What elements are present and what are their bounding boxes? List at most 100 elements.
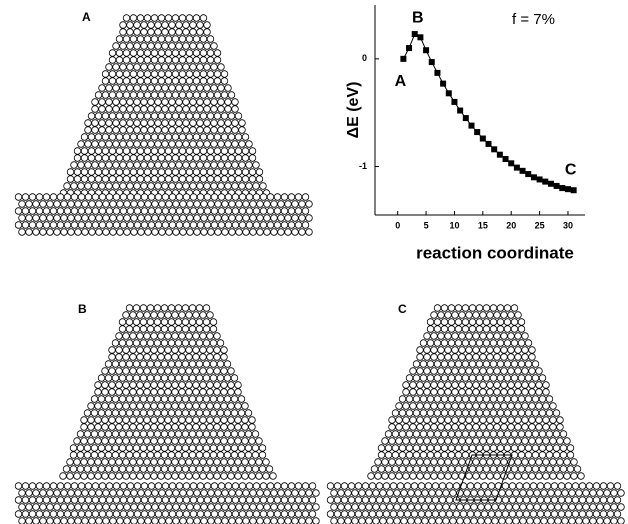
atom bbox=[449, 517, 457, 524]
atom bbox=[465, 346, 473, 354]
atom bbox=[73, 472, 81, 480]
atom bbox=[161, 207, 170, 215]
atom bbox=[244, 430, 253, 438]
atom bbox=[447, 318, 456, 326]
atom bbox=[437, 416, 445, 424]
atom bbox=[195, 465, 204, 473]
atom bbox=[270, 517, 278, 524]
atom bbox=[500, 311, 508, 319]
atom bbox=[402, 416, 410, 424]
atom bbox=[461, 360, 470, 368]
atom bbox=[196, 496, 205, 504]
atom bbox=[115, 154, 124, 162]
atom bbox=[200, 517, 208, 524]
marker bbox=[542, 178, 549, 185]
atom bbox=[97, 451, 106, 459]
atom bbox=[500, 381, 508, 389]
atom bbox=[433, 360, 442, 368]
marker bbox=[570, 187, 577, 194]
atom bbox=[143, 472, 151, 480]
atom bbox=[143, 35, 152, 43]
atom bbox=[98, 182, 106, 190]
atom bbox=[192, 388, 200, 396]
atom bbox=[213, 402, 221, 410]
atom bbox=[182, 63, 190, 71]
atom bbox=[592, 510, 601, 518]
atom bbox=[489, 360, 498, 368]
atom bbox=[347, 482, 356, 490]
atom bbox=[524, 339, 533, 347]
atom bbox=[451, 353, 459, 361]
atom bbox=[199, 332, 207, 340]
atom bbox=[122, 346, 130, 354]
atom bbox=[143, 381, 151, 389]
atom bbox=[486, 353, 494, 361]
atom bbox=[167, 430, 176, 438]
atom bbox=[154, 42, 162, 50]
atom bbox=[234, 168, 243, 176]
atom bbox=[32, 489, 40, 497]
atom bbox=[227, 423, 235, 431]
atom bbox=[88, 503, 96, 511]
x-tick-label: 15 bbox=[478, 220, 488, 230]
atom bbox=[164, 423, 172, 431]
atom bbox=[178, 91, 187, 99]
atom bbox=[409, 437, 417, 445]
atom bbox=[115, 416, 123, 424]
atom bbox=[255, 168, 264, 176]
atom bbox=[143, 147, 152, 155]
atom bbox=[42, 207, 51, 215]
atom bbox=[454, 304, 463, 312]
atom bbox=[388, 416, 396, 424]
atom bbox=[433, 409, 442, 417]
atom bbox=[90, 395, 99, 403]
atom bbox=[498, 517, 506, 524]
atom bbox=[531, 374, 540, 382]
atom bbox=[578, 482, 587, 490]
atom bbox=[189, 84, 197, 92]
atom bbox=[123, 489, 131, 497]
atom bbox=[430, 437, 438, 445]
atom bbox=[108, 353, 116, 361]
atom bbox=[150, 381, 158, 389]
atom bbox=[451, 416, 459, 424]
atom bbox=[129, 147, 138, 155]
atom bbox=[491, 517, 499, 524]
atom bbox=[116, 517, 124, 524]
atom bbox=[88, 228, 96, 236]
atom bbox=[482, 395, 491, 403]
atom bbox=[507, 346, 515, 354]
atom bbox=[115, 70, 124, 78]
atom bbox=[140, 482, 149, 490]
atom bbox=[188, 395, 197, 403]
atom bbox=[514, 346, 522, 354]
atom bbox=[178, 423, 186, 431]
atom bbox=[326, 482, 335, 490]
atom bbox=[237, 430, 246, 438]
atom bbox=[430, 402, 438, 410]
atom bbox=[454, 339, 463, 347]
marker bbox=[423, 47, 430, 54]
atom bbox=[451, 437, 459, 445]
atom bbox=[171, 472, 179, 480]
atom bbox=[486, 388, 494, 396]
atom bbox=[255, 175, 264, 183]
atom bbox=[419, 465, 428, 473]
atom bbox=[174, 444, 183, 452]
atom bbox=[46, 489, 54, 497]
atom bbox=[396, 510, 405, 518]
atom bbox=[160, 325, 169, 333]
atom bbox=[493, 353, 501, 361]
atom bbox=[150, 91, 159, 99]
atom bbox=[426, 360, 435, 368]
atom bbox=[426, 409, 435, 417]
atom bbox=[188, 374, 197, 382]
atom bbox=[529, 482, 538, 490]
atom bbox=[238, 482, 247, 490]
atom bbox=[500, 332, 508, 340]
atom bbox=[507, 311, 515, 319]
atom bbox=[140, 126, 148, 134]
atom bbox=[217, 510, 226, 518]
atom bbox=[407, 489, 415, 497]
atom bbox=[440, 360, 449, 368]
